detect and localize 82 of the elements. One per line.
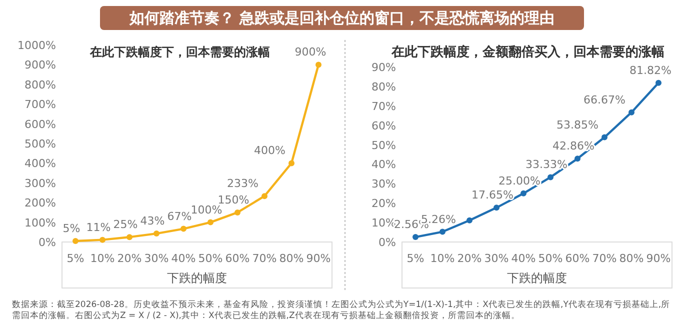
x-tick-label: 20% [457,252,482,265]
x-tick-label: 40% [171,252,196,265]
y-tick-label: 100% [24,216,56,230]
point [656,80,662,86]
point [154,230,160,237]
point [234,209,240,216]
x-tick-label: 20% [117,252,142,265]
y-tick-label: 10% [372,216,396,230]
x-tick-label: 50% [538,252,563,265]
chart-title: 在此下跌幅度，金额翻倍买入，回本需要的涨幅 [390,44,664,60]
y-tick-label: 300% [24,176,56,190]
y-tick-label: 800% [24,78,56,92]
data-label: 53.85% [556,118,598,132]
x-axis-title: 下跌的幅度 [507,271,567,285]
data-label: 900% [294,46,326,59]
data-label: 42.86% [552,140,594,153]
y-tick-label: 60% [372,119,396,132]
x-tick-label: 90% [646,252,671,265]
data-label: 43% [140,214,165,228]
data-label: 33.33% [526,158,568,172]
y-tick-label: 30% [372,178,396,191]
y-tick-label: 20% [372,197,396,210]
y-tick-label: 700% [24,98,56,112]
x-tick-label: 30% [144,252,169,265]
x-tick-label: 10% [90,252,115,265]
y-tick-label: 600% [24,118,56,131]
y-tick-label: 90% [372,61,396,74]
data-label: 25% [113,218,138,232]
point [180,226,186,232]
y-tick-label: 70% [372,100,396,113]
y-tick-label: 1000% [18,39,56,52]
x-tick-label: 5% [406,252,424,265]
data-label: 5% [62,222,80,236]
source-note: 数据来源：截至2026-08-28。历史收益不预示未来，基金有风险，投资须谨慎！左图公式为公式为Y=1/(1-X)-1,其中：X代表已发生的跌幅,Y代表在现有亏损基础上,所需回本的涨幅。右图公式为Z = X / (2 - X),其中：X代表已发生的跌幅,Z代表在现有亏损基础上金额翻倍投资，所需回本的涨幅。 [12,300,672,322]
y-tick-label: 200% [24,196,56,210]
y-tick-label: 0% [38,236,56,249]
chart-title: 在此下跌幅度下，回本需要的涨幅 [89,45,270,59]
data-label: 17.65% [472,188,514,202]
point [100,236,106,243]
point [574,156,580,162]
point [288,160,294,166]
point [602,134,608,140]
data-label: 11% [86,220,111,234]
data-label: 66.67% [584,93,626,106]
y-tick-label: 400% [24,157,56,170]
point [126,234,132,240]
point [440,228,446,235]
x-tick-label: 70% [252,252,277,265]
x-tick-label: 90% [306,252,331,265]
x-tick-label: 50% [198,252,223,265]
point [494,204,500,211]
data-label: 67% [167,210,192,223]
point [628,109,634,116]
data-label: 233% [227,177,258,190]
data-label: 400% [254,144,286,158]
point [316,62,322,68]
x-tick-label: 60% [225,252,250,265]
y-tick-label: 900% [24,58,56,72]
point [466,217,472,224]
y-tick-label: 80% [372,80,396,94]
point [208,219,214,226]
y-tick-label: 500% [24,138,56,150]
point [412,234,418,240]
x-tick-label: 10% [430,252,455,265]
x-tick-label: 60% [565,252,590,265]
data-label: 81.82% [630,64,672,77]
x-tick-label: 80% [619,252,644,265]
point [72,238,78,244]
x-tick-label: 5% [66,252,84,265]
x-axis-title: 下跌的幅度 [167,271,227,285]
x-tick-label: 80% [279,252,304,265]
y-tick-label: 40% [372,158,396,172]
point [262,193,268,200]
x-tick-label: 30% [484,252,509,265]
point [520,190,526,196]
y-tick-label: 0% [378,236,396,249]
data-label: 25.00% [498,174,540,188]
x-tick-label: 40% [511,252,536,265]
y-tick-label: 50% [372,138,396,152]
x-tick-label: 70% [592,252,617,265]
point [548,174,554,180]
text: 如何踏准节奏？ 急跌或是回补仓位的窗口，不是恐慌离场的理由 [128,9,555,27]
